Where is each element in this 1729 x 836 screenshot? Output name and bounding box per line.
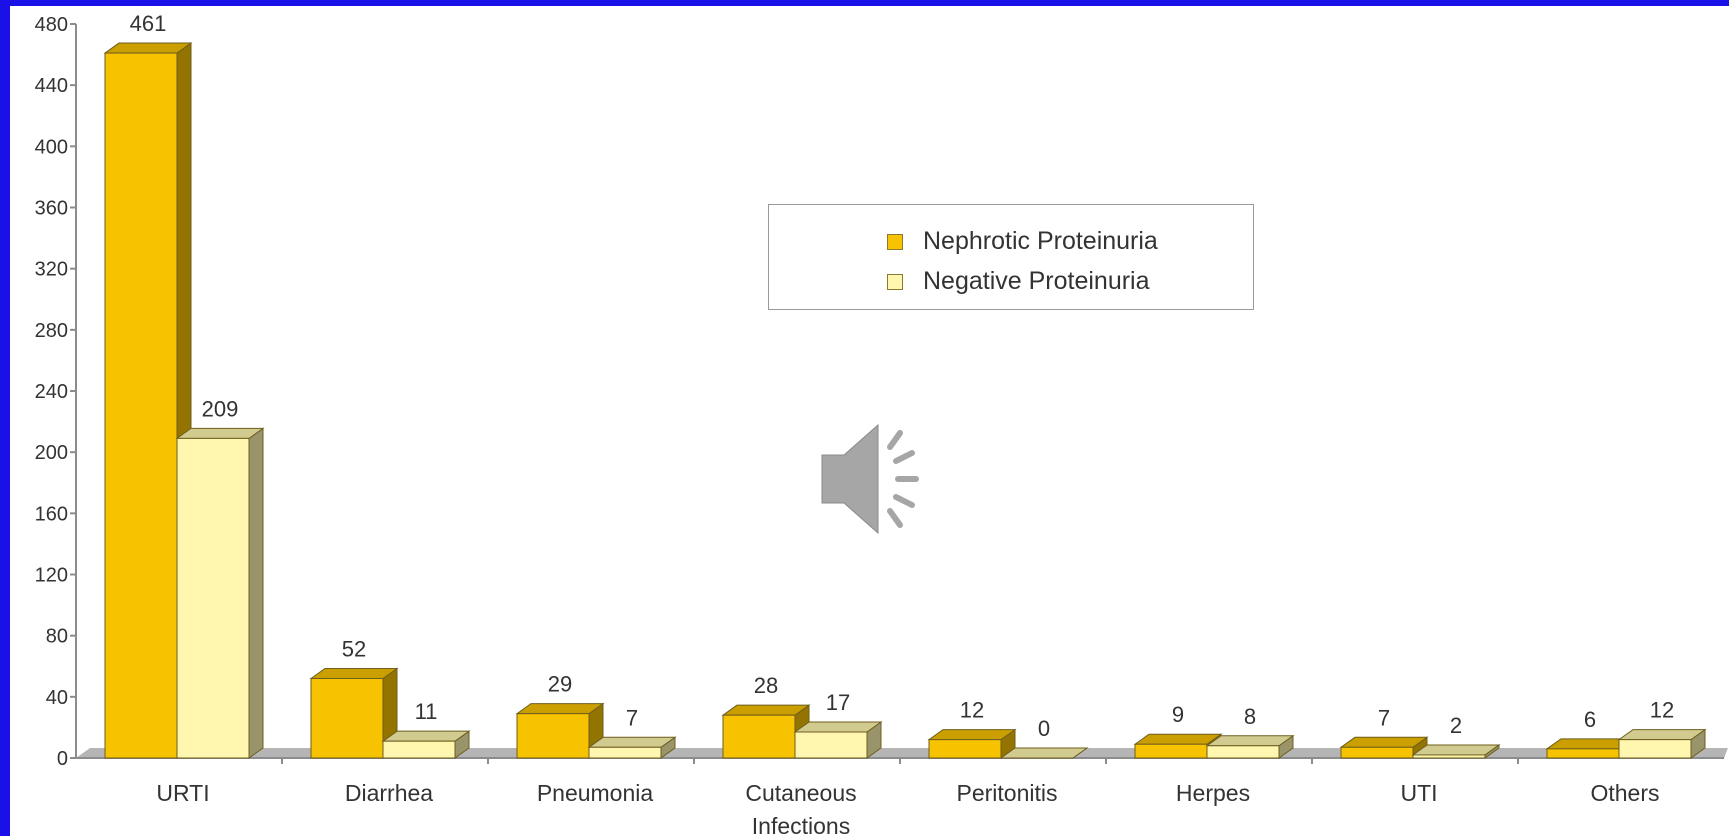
bar-cutaneous-infections-negative — [795, 722, 881, 758]
y-tick-label: 400 — [35, 136, 68, 158]
data-label-diarrhea-negative: 11 — [415, 699, 438, 724]
chart-legend: Nephrotic Proteinuria Negative Proteinur… — [768, 204, 1254, 310]
y-tick-label: 320 — [35, 259, 68, 281]
data-label-peritonitis-nephrotic: 12 — [960, 698, 984, 723]
x-tick-label: URTI — [156, 780, 209, 806]
data-label-others-negative: 12 — [1650, 698, 1674, 723]
y-tick-label: 120 — [35, 565, 68, 587]
data-label-peritonitis-negative: 0 — [1038, 716, 1050, 741]
data-label-herpes-nephrotic: 9 — [1172, 702, 1184, 727]
bar-urti-negative — [177, 428, 263, 758]
data-label-uti-nephrotic: 7 — [1378, 705, 1390, 730]
y-tick-label: 160 — [35, 503, 68, 525]
x-tick-label: Diarrhea — [345, 780, 433, 806]
y-tick-label: 480 — [35, 14, 68, 36]
bar-uti-negative — [1413, 745, 1499, 758]
y-tick-label: 280 — [35, 320, 68, 342]
y-tick-label: 0 — [57, 748, 68, 770]
data-label-uti-negative: 2 — [1450, 713, 1462, 738]
data-label-diarrhea-nephrotic: 52 — [342, 636, 366, 661]
slide: 0 40 80 120 160 200 240 280 320 360 400 440 480 461 20… — [10, 6, 1729, 836]
x-tick-label: Pneumonia — [537, 780, 654, 806]
data-label-urti-nephrotic: 461 — [130, 11, 167, 36]
legend-item-nephrotic: Nephrotic Proteinuria — [887, 227, 1158, 256]
x-tick-label: UTI — [1400, 780, 1437, 806]
x-tick-label: Cutaneous — [745, 780, 856, 806]
y-tick-label: 40 — [46, 687, 68, 709]
y-tick-label: 360 — [35, 198, 68, 220]
legend-label-nephrotic: Nephrotic Proteinuria — [923, 227, 1158, 256]
legend-item-negative: Negative Proteinuria — [887, 267, 1150, 296]
data-label-herpes-negative: 8 — [1244, 704, 1256, 729]
bar-peritonitis-nephrotic — [929, 730, 1015, 758]
data-label-pneumonia-negative: 7 — [626, 705, 638, 730]
bar-pneumonia-negative — [589, 737, 675, 758]
legend-swatch-negative — [887, 274, 903, 290]
data-label-cutaneous-infections-negative: 17 — [826, 690, 850, 715]
bar-peritonitis-negative — [1001, 748, 1087, 758]
data-label-urti-negative: 209 — [202, 396, 239, 421]
y-tick-label: 440 — [35, 75, 68, 97]
legend-swatch-nephrotic — [887, 234, 903, 250]
x-tick-label: Herpes — [1176, 780, 1250, 806]
data-label-others-nephrotic: 6 — [1584, 707, 1596, 732]
data-label-pneumonia-nephrotic: 29 — [548, 672, 572, 697]
bar-herpes-negative — [1207, 736, 1293, 758]
x-tick-label: Peritonitis — [957, 780, 1058, 806]
y-tick-label: 80 — [46, 626, 68, 648]
y-tick-label: 240 — [35, 381, 68, 403]
legend-label-negative: Negative Proteinuria — [923, 267, 1150, 296]
y-tick-label: 200 — [35, 442, 68, 464]
data-label-cutaneous-infections-nephrotic: 28 — [754, 673, 778, 698]
bar-others-negative — [1619, 730, 1705, 758]
bar-diarrhea-negative — [383, 731, 469, 758]
x-tick-label: Others — [1590, 780, 1659, 806]
x-tick-label: Infections — [752, 813, 850, 836]
speaker-icon[interactable] — [820, 421, 940, 546]
